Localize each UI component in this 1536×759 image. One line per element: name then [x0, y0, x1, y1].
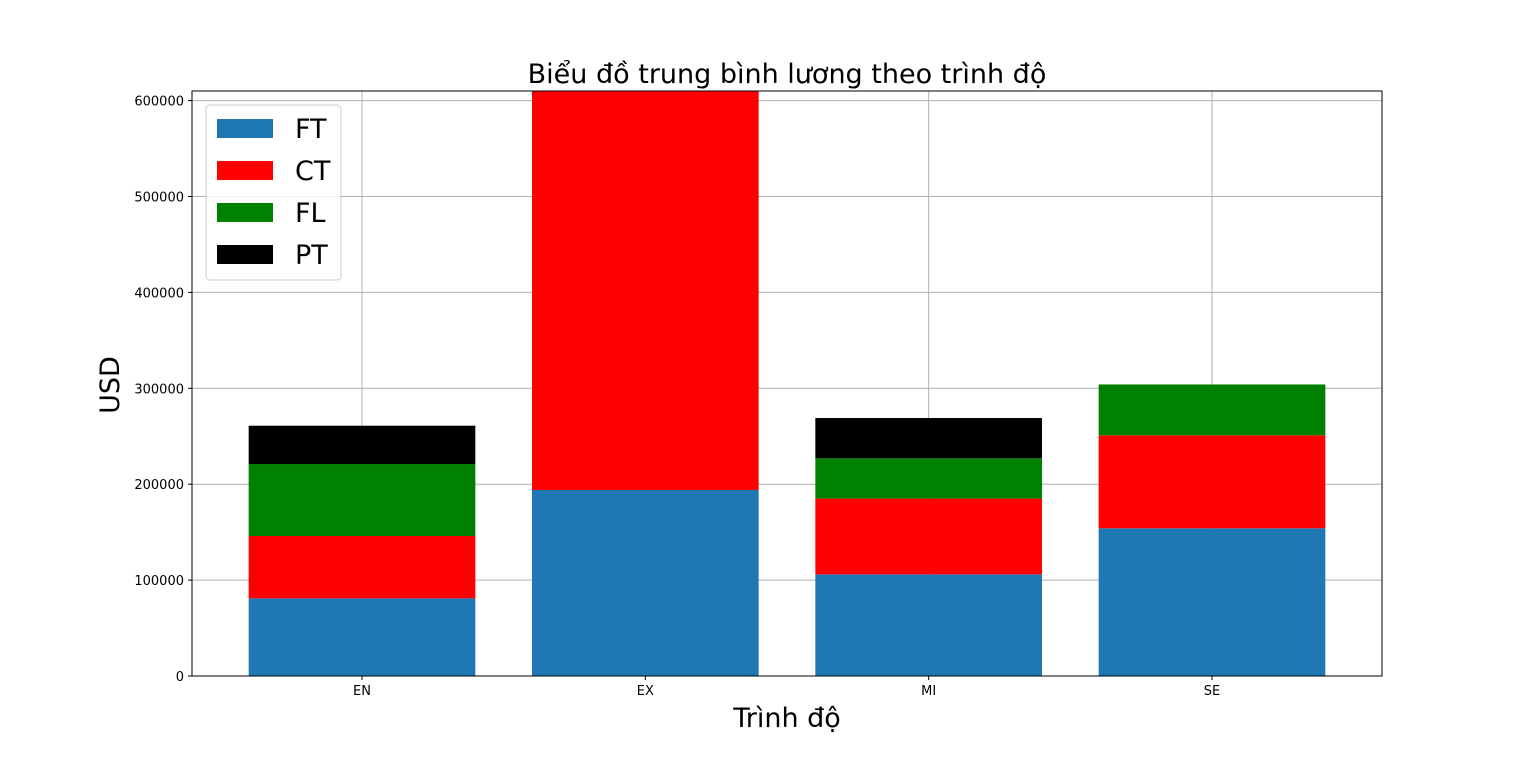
y-tick-label: 500000	[134, 190, 184, 205]
legend-label-ct: CT	[295, 156, 331, 187]
x-tick-label: SE	[1204, 684, 1220, 699]
legend-swatch-ct	[217, 161, 273, 180]
bar-fl-en	[248, 464, 476, 536]
bar-pt-mi	[815, 418, 1042, 459]
bar-fl-mi	[815, 458, 1042, 499]
y-tick-label: 100000	[134, 574, 184, 589]
plot-frame	[191, 90, 1383, 677]
legend-label-ft: FT	[295, 114, 327, 145]
legend-label-fl: FL	[295, 198, 326, 229]
x-tick-label: EN	[353, 684, 371, 699]
bars-layer	[248, 91, 1326, 676]
bar-ct-se	[1098, 435, 1326, 529]
bar-ft-en	[248, 598, 476, 676]
bar-pt-en	[248, 425, 476, 465]
legend: FT CT FL PT	[205, 104, 342, 281]
bar-ct-mi	[815, 498, 1042, 575]
legend-swatch-fl	[217, 203, 273, 222]
bar-ft-mi	[815, 574, 1042, 676]
bar-fl-se	[1098, 384, 1326, 436]
y-tick-label: 600000	[134, 95, 184, 110]
legend-box	[205, 104, 342, 281]
bar-ct-ex	[532, 91, 759, 490]
bar-ft-se	[1098, 528, 1326, 676]
x-tick-label: EX	[637, 684, 654, 699]
x-tick-label: MI	[921, 684, 936, 699]
ticks-layer: 0 100000 200000 300000 400000 500000 600000 EN E…	[134, 95, 1220, 699]
legend-swatch-pt	[217, 245, 273, 264]
bar-ct-en	[248, 535, 476, 599]
y-tick-label: 200000	[134, 478, 184, 493]
legend-label-pt: PT	[295, 240, 328, 271]
y-tick-label: 400000	[134, 286, 184, 301]
legend-swatch-ft	[217, 119, 273, 138]
chart-title: Biểu đồ trung bình lương theo trình độ	[528, 59, 1047, 90]
y-tick-label: 300000	[134, 382, 184, 397]
x-axis-label: Trình độ	[732, 703, 841, 734]
y-tick-label: 0	[176, 670, 184, 685]
y-axis-label: USD	[95, 356, 126, 414]
bar-ft-ex	[532, 489, 759, 676]
